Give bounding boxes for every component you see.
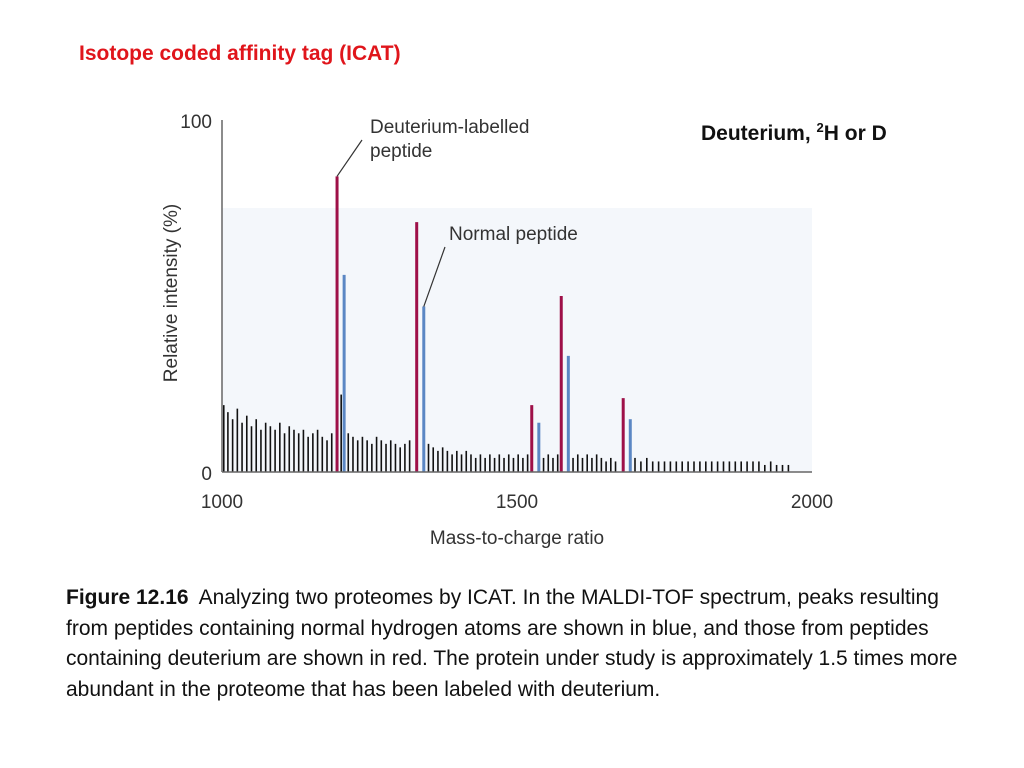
x-axis-title: Mass-to-charge ratio: [430, 528, 604, 549]
plot-background: [222, 208, 812, 472]
deuterium-note-superscript: 2: [816, 120, 824, 135]
annotation-label: Deuterium-labelled peptide: [370, 117, 529, 162]
background-peaks: [222, 394, 790, 472]
y-tick-label: 0: [201, 464, 212, 485]
annotation-leader-line: [336, 139, 363, 177]
y-axis-title: Relative intensity (%): [161, 204, 182, 382]
chart-axes: 0 100 1000 1500 2000 Mass-to-charge ratio Rela…: [161, 112, 833, 549]
deuterium-note-suffix: H or D: [823, 122, 887, 145]
x-tick-label: 1000: [201, 492, 243, 513]
figure-caption-label: Figure 12.16: [66, 586, 189, 609]
x-tick-label: 2000: [791, 492, 833, 513]
chart-annotations: Deuterium-labelled peptide Normal peptide: [336, 117, 578, 307]
mass-spectrum-chart: 0 100 1000 1500 2000 Mass-to-charge ratio Rela…: [161, 112, 833, 549]
figure-caption: Figure 12.16 Analyzing two proteomes by I…: [66, 583, 966, 705]
deuterium-note-prefix: Deuterium,: [701, 122, 817, 145]
x-tick-label: 1500: [496, 492, 538, 513]
y-tick-label: 100: [180, 112, 212, 133]
annotation-line: Normal peptide: [449, 224, 578, 245]
annotation-line: peptide: [370, 141, 432, 162]
annotation-line: Deuterium-labelled: [370, 117, 529, 138]
annotation-label: Normal peptide: [449, 224, 578, 245]
deuterium-note: Deuterium, 2H or D: [701, 120, 887, 146]
figure-caption-text: Analyzing two proteomes by ICAT. In the …: [66, 586, 958, 701]
annotation-leader-line: [423, 246, 446, 307]
slide-title: Isotope coded affinity tag (ICAT): [79, 42, 401, 65]
labelled-peaks: [335, 176, 632, 472]
